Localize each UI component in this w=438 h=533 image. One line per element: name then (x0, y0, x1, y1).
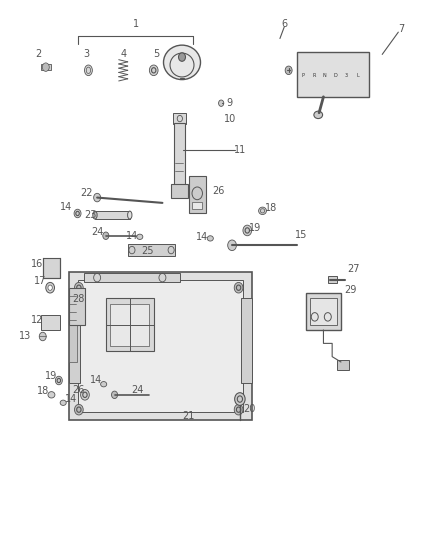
Bar (41, 64, 51, 70)
Circle shape (234, 405, 243, 415)
Circle shape (219, 100, 224, 107)
Bar (241, 298, 252, 383)
Text: 16: 16 (31, 259, 43, 269)
Text: 18: 18 (37, 386, 49, 396)
Bar (188, 176, 206, 214)
Bar (127, 244, 176, 256)
Bar (95, 211, 130, 219)
Bar (69, 319, 77, 362)
Bar (41, 316, 60, 330)
Ellipse shape (48, 392, 55, 398)
Ellipse shape (127, 211, 132, 219)
Text: N: N (323, 73, 327, 78)
Text: 24: 24 (91, 227, 103, 237)
Ellipse shape (85, 65, 92, 76)
Circle shape (81, 390, 89, 400)
Bar (297, 52, 369, 97)
Text: 14: 14 (65, 394, 77, 404)
Text: 21: 21 (182, 411, 195, 421)
Bar (306, 293, 341, 330)
Text: L: L (356, 73, 359, 78)
Ellipse shape (207, 236, 213, 241)
Ellipse shape (314, 111, 322, 118)
Text: 1: 1 (133, 19, 139, 29)
Bar (174, 123, 185, 192)
Circle shape (46, 282, 54, 293)
Ellipse shape (258, 207, 266, 215)
Text: 12: 12 (31, 314, 43, 325)
Circle shape (74, 405, 83, 415)
Bar (69, 272, 252, 420)
Text: 14: 14 (196, 232, 208, 243)
Text: 11: 11 (234, 145, 246, 155)
Text: 24: 24 (131, 384, 143, 394)
Bar (84, 273, 180, 282)
Circle shape (103, 232, 109, 239)
Text: 10: 10 (224, 114, 236, 124)
Text: P: P (301, 73, 304, 78)
Bar (110, 304, 149, 346)
Text: 14: 14 (60, 202, 72, 212)
Bar (78, 280, 243, 413)
Text: 4: 4 (120, 50, 126, 59)
Circle shape (243, 225, 252, 236)
Bar (171, 184, 187, 198)
Circle shape (55, 376, 62, 385)
Text: 3: 3 (83, 50, 89, 59)
Ellipse shape (163, 45, 201, 79)
Text: 13: 13 (19, 332, 32, 342)
Circle shape (234, 282, 243, 293)
Bar (192, 202, 202, 209)
Circle shape (149, 65, 158, 76)
Text: 25: 25 (141, 246, 153, 256)
Text: 19: 19 (248, 223, 261, 233)
Text: 19: 19 (45, 372, 57, 381)
Bar (328, 276, 336, 284)
Bar (69, 288, 85, 325)
Text: 6: 6 (281, 19, 287, 29)
Circle shape (39, 332, 46, 341)
Circle shape (74, 282, 83, 293)
Bar (106, 298, 154, 351)
Circle shape (112, 391, 117, 399)
Text: 15: 15 (295, 230, 307, 240)
Bar (336, 360, 349, 370)
Circle shape (94, 193, 101, 202)
Text: 2: 2 (35, 50, 42, 59)
Text: 3: 3 (345, 73, 348, 78)
Bar (311, 298, 336, 325)
Circle shape (74, 209, 81, 217)
Text: 27: 27 (347, 264, 359, 274)
Circle shape (48, 285, 52, 290)
Bar (173, 113, 186, 124)
Text: 26: 26 (212, 185, 224, 196)
Text: D: D (334, 73, 338, 78)
Text: R: R (312, 73, 315, 78)
Text: 18: 18 (265, 203, 277, 213)
Ellipse shape (93, 211, 97, 219)
Ellipse shape (101, 382, 107, 387)
Bar (43, 258, 60, 278)
Text: 22: 22 (80, 188, 92, 198)
Text: 14: 14 (126, 231, 138, 241)
Text: 26: 26 (73, 384, 85, 394)
Text: 20: 20 (243, 403, 256, 414)
Bar (69, 298, 80, 383)
Text: 7: 7 (399, 24, 405, 34)
Circle shape (179, 53, 185, 61)
Text: 5: 5 (153, 50, 159, 59)
Text: 9: 9 (227, 98, 233, 108)
Text: 29: 29 (344, 285, 357, 295)
Text: 14: 14 (90, 375, 102, 385)
Circle shape (228, 240, 237, 251)
Ellipse shape (60, 400, 66, 406)
Circle shape (235, 393, 245, 406)
Circle shape (285, 66, 292, 75)
Text: 17: 17 (33, 276, 46, 286)
Text: 28: 28 (73, 294, 85, 304)
Ellipse shape (137, 234, 143, 239)
Text: 23: 23 (85, 209, 97, 220)
Circle shape (42, 63, 49, 71)
